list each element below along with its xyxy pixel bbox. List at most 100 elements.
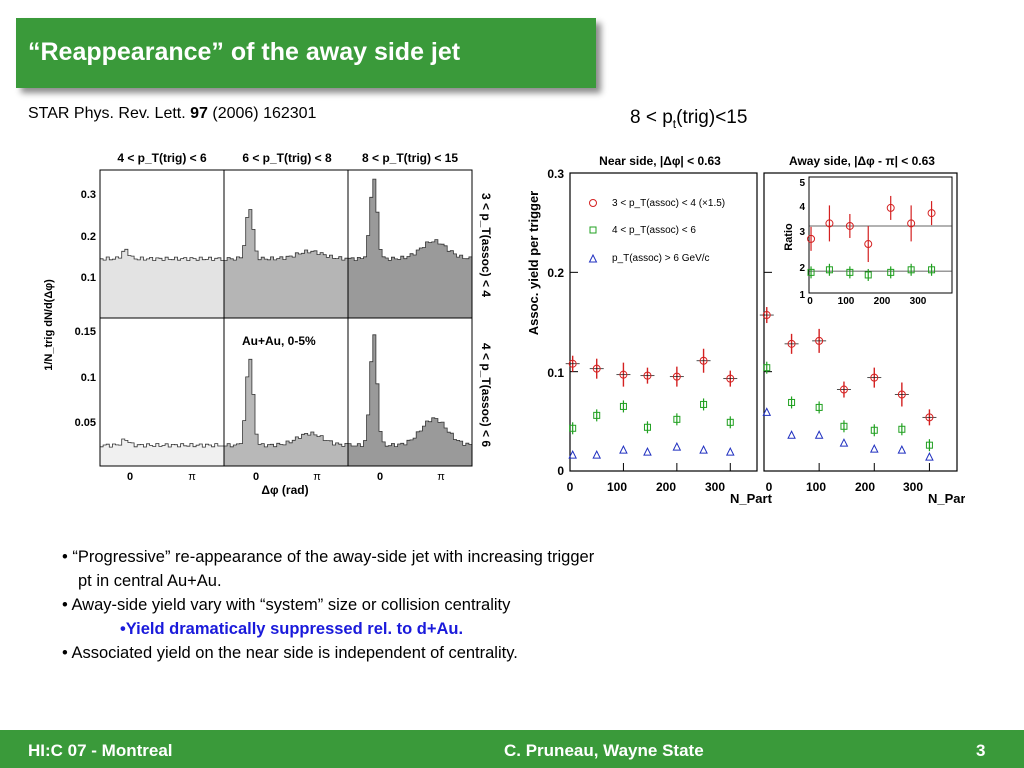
inset-ytick-3: 3	[799, 227, 805, 238]
yield-ytick-3: 0.1	[547, 366, 564, 380]
away-point-s3	[814, 430, 824, 439]
xtick-col2-0: 0	[253, 471, 259, 483]
near-point-s3	[619, 445, 628, 454]
near-point-s3	[725, 447, 735, 456]
inset-ytick-2: 2	[799, 263, 805, 274]
away-xtick-100: 100	[806, 480, 826, 494]
near-point-s1	[568, 359, 577, 368]
near-point-s1	[592, 364, 601, 373]
inset-point-s2	[887, 268, 895, 276]
away-point-s3	[839, 438, 849, 447]
legend-entry-3: p_T(assoc) > 6 GeV/c	[612, 253, 710, 264]
near-title: Near side, |Δφ| < 0.63	[599, 154, 721, 168]
inset-ytick-4: 4	[799, 202, 805, 213]
away-point-s3	[787, 430, 796, 439]
near-point-s2	[726, 418, 734, 426]
xtick-col1-pi: π	[188, 471, 196, 483]
near-point-s3	[699, 445, 708, 454]
histogram-r1c1	[99, 248, 225, 319]
bullet-1-line-2: pt in central Au+Au.	[78, 572, 222, 590]
away-point-s2	[898, 425, 906, 433]
inset-ytick-1: 1	[799, 290, 805, 301]
inset-xtick-100: 100	[838, 296, 855, 307]
row-label-2: 4 < p_T(assoc) < 6	[479, 343, 493, 447]
near-point-s1	[726, 374, 735, 383]
near-point-s3	[643, 447, 652, 456]
away-point-s1	[897, 390, 906, 399]
away-point-s1	[815, 336, 824, 345]
inset-point-s2	[846, 268, 854, 276]
trigger-sub: t	[672, 116, 677, 131]
reference: STAR Phys. Rev. Lett. 97 (2006) 162301	[28, 105, 316, 123]
yield-ytick-1: 0.3	[547, 167, 564, 181]
xtick-col1-0: 0	[127, 471, 133, 483]
hist-panel-frame	[347, 317, 473, 467]
inset-ytick-5: 5	[799, 178, 805, 189]
near-point-s2	[569, 424, 577, 432]
near-point-s3	[592, 449, 602, 459]
bullet-3: •Yield dramatically suppressed rel. to d…	[120, 620, 464, 638]
histogram-r2c3	[347, 334, 473, 467]
near-point-s1	[619, 370, 628, 379]
near-point-s1	[699, 356, 708, 365]
bottom-ytick-3: 0.05	[75, 417, 96, 429]
inset-point-s1	[845, 221, 854, 230]
near-xtick-100: 100	[607, 480, 627, 494]
away-point-s2	[925, 441, 933, 449]
near-point-s3	[568, 449, 577, 459]
away-point-s2	[815, 403, 823, 411]
near-point-s2	[643, 423, 651, 431]
title-box	[16, 18, 596, 88]
slide-title: “Reappearance” of the away side jet	[28, 38, 461, 66]
away-panel-frame	[763, 172, 958, 472]
xtick-col2-pi: π	[313, 471, 321, 483]
inset-point-s2	[864, 271, 872, 279]
bullet-list: • “Progressive” re-appearance of the awa…	[62, 545, 594, 665]
footer-bar: HI:C 07 - Montreal C. Pruneau, Wayne Sta…	[0, 730, 1024, 768]
near-xtick-300: 300	[705, 480, 725, 494]
near-xtick-0: 0	[567, 480, 574, 494]
bullet-2: • Away-side yield vary with “system” siz…	[62, 596, 511, 614]
away-xtick-0: 0	[766, 480, 773, 494]
top-ytick-1: 0.3	[81, 189, 96, 201]
xtick-col3-0: 0	[377, 471, 383, 483]
away-point-s2	[788, 398, 796, 406]
histogram-figure: 4 < p_T(trig) < 6 6 < p_T(trig) < 8 8 < …	[43, 151, 493, 497]
trigger-label: 8 < pt(trig)<15	[630, 107, 747, 131]
inset-xtick-200: 200	[874, 296, 891, 307]
inset-point-s1	[807, 234, 816, 243]
histogram-r2c2	[223, 358, 349, 467]
yield-ylabel: Assoc. yield per trigger	[526, 191, 541, 336]
away-point-s1	[762, 311, 771, 320]
xtick-col3-pi: π	[437, 471, 445, 483]
away-point-s2	[840, 422, 848, 430]
bottom-ytick-1: 0.15	[75, 326, 96, 338]
near-point-s1	[672, 372, 681, 381]
away-point-s2	[870, 426, 878, 434]
legend-entry-1: 3 < p_T(assoc) < 4 (×1.5)	[612, 198, 725, 209]
away-xtick-300: 300	[903, 480, 923, 494]
inset-point-s1	[886, 203, 895, 212]
near-point-s2	[593, 411, 601, 419]
near-panel-frame	[569, 172, 758, 472]
inset-point-s2	[907, 266, 915, 274]
inset-point-s1	[864, 240, 873, 249]
reference-volume: 97	[190, 105, 208, 122]
inset-point-s1	[825, 219, 834, 228]
inset-xtick-0: 0	[807, 296, 813, 307]
histogram-r1c3	[347, 178, 473, 319]
away-xlabel: N_Part	[928, 491, 965, 506]
reference-suffix: (2006) 162301	[207, 105, 317, 122]
away-point-s2	[763, 364, 771, 372]
trigger-post: (trig)<15	[676, 107, 748, 128]
trigger-pre: 8 < p	[630, 107, 673, 128]
near-point-s2	[619, 402, 627, 410]
col-title-3: 8 < p_T(trig) < 15	[362, 151, 458, 165]
footer-author: C. Pruneau, Wayne State	[504, 741, 704, 760]
yield-ytick-4: 0	[557, 464, 564, 478]
near-point-s2	[700, 400, 708, 408]
legend-marker-3	[588, 253, 598, 263]
away-title: Away side, |Δφ - π| < 0.63	[789, 154, 935, 168]
inset-point-s2	[825, 266, 833, 274]
top-ytick-2: 0.2	[81, 231, 96, 243]
